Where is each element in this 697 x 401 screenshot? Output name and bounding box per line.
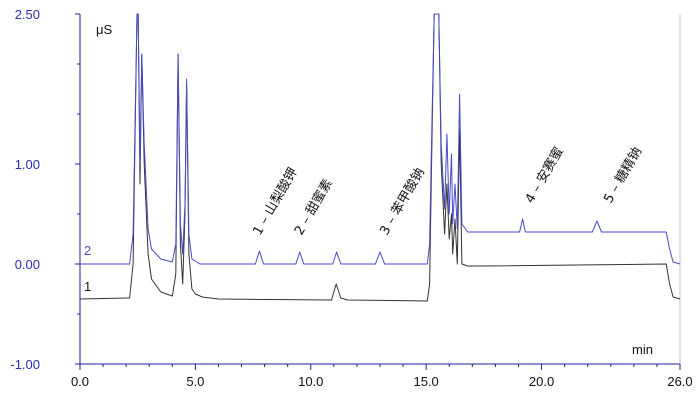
x-tick-label: 26.0 — [667, 374, 692, 389]
x-tick-label: 15.0 — [413, 374, 438, 389]
axes — [79, 14, 681, 365]
peak-annotation-2: 2 – 甜蜜素 — [291, 176, 336, 238]
peak-annotation-5: 5 – 糖精钠 — [600, 144, 645, 206]
trace-1 — [79, 13, 681, 302]
series-label-2: 2 — [84, 243, 91, 258]
x-tick-label: 20.0 — [529, 374, 554, 389]
x-tick-label: 0.0 — [71, 374, 89, 389]
y-axis-unit-label: μS — [96, 22, 112, 37]
series-label-1: 1 — [84, 279, 91, 294]
x-tick-label: 10.0 — [298, 374, 323, 389]
peak-annotation-4: 4 – 安赛蜜 — [522, 144, 567, 206]
y-tick-label: 1.00 — [15, 157, 40, 172]
x-tick-label: 5.0 — [186, 374, 204, 389]
series-labels: 21 — [84, 243, 91, 294]
y-tick-label: 0.00 — [15, 257, 40, 272]
trace-2 — [80, 13, 681, 265]
peak-annotation-3: 3 – 苯甲酸钠 — [377, 166, 428, 238]
x-ticks: 0.0 5.0 10.0 15.0 20.0 26.0 — [71, 364, 693, 389]
x-axis-unit-label: min — [632, 342, 653, 357]
traces — [79, 13, 681, 302]
y-tick-label: -1.00 — [10, 357, 40, 372]
y-tick-label: 2.50 — [15, 7, 40, 22]
y-ticks: 2.50 1.00 0.00 -1.00 — [10, 7, 80, 372]
